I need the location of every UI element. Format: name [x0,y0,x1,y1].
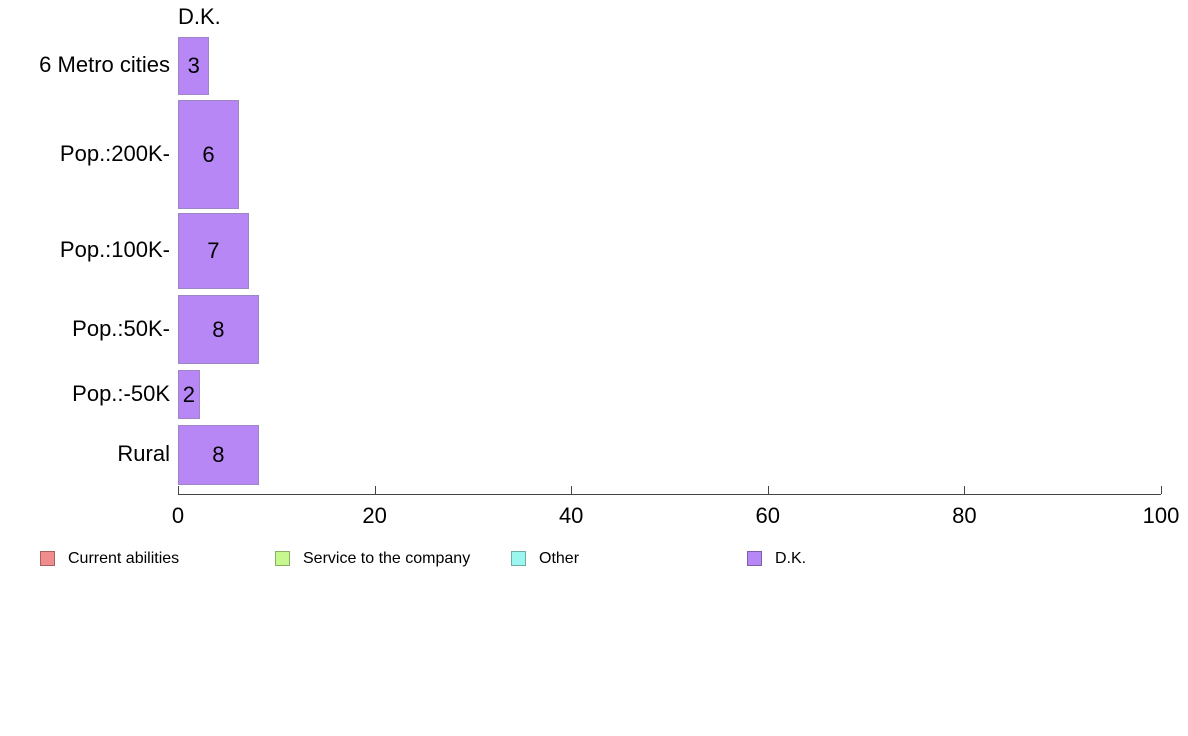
x-axis-tick [767,486,769,494]
bar: 2 [178,370,200,419]
x-axis-tick-label: 0 [171,503,185,528]
bar-value-label: 7 [207,238,220,263]
legend-label: Other [539,550,580,567]
category-label: Pop.:100K- [59,237,170,262]
x-axis-tick-label: 60 [755,503,781,528]
legend-label: Service to the company [303,550,471,567]
bar: 7 [178,213,249,289]
x-axis-tick [374,486,376,494]
legend-swatch-icon [511,551,526,566]
category-label: 6 Metro cities [39,52,170,77]
bar-value-label: 3 [187,53,200,78]
bar-value-label: 2 [182,381,195,407]
chart-title: D.K. [178,4,221,29]
bar-value-label: 6 [202,141,215,167]
bar: 3 [178,37,210,95]
x-axis-tick [571,486,573,494]
x-axis-tick-label: 80 [952,503,977,528]
bar-value-label: 8 [212,316,225,342]
x-axis-tick [178,486,179,494]
legend-label: D.K. [775,550,807,567]
x-axis-tick-label: 20 [362,503,387,528]
bar: 6 [178,100,239,209]
bar: 8 [178,295,259,364]
x-axis-tick-label: 40 [558,503,584,528]
legend-swatch-icon [40,551,55,566]
bar-value-label: 8 [212,442,225,467]
x-axis-tick-label: 100 [1142,503,1180,528]
legend-label: Current abilities [68,550,180,567]
x-axis-line [178,494,1161,495]
category-label: Pop.:200K- [59,140,170,166]
x-axis-tick [1161,486,1162,494]
category-label: Pop.:50K- [72,315,170,341]
category-label: Rural [117,441,170,466]
legend-swatch-icon [747,551,762,566]
x-axis-tick [964,486,966,494]
legend-swatch-icon [275,551,290,566]
category-label: Pop.:-50K [72,380,170,406]
bar: 8 [178,425,259,485]
